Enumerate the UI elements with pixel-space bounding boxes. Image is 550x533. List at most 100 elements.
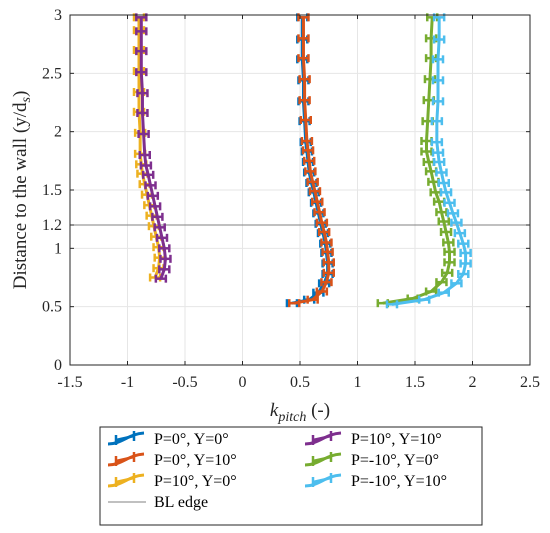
- legend-label: BL edge: [154, 494, 208, 511]
- data-point: [321, 247, 334, 256]
- data-point: [432, 35, 446, 44]
- x-axis-label: kpitch (-): [270, 400, 330, 425]
- y-axis-label-close: ): [10, 91, 31, 97]
- data-point: [450, 279, 463, 288]
- legend-entry: P=10°, Y=0°: [107, 473, 237, 490]
- data-point: [306, 295, 319, 304]
- series-6: [385, 13, 472, 309]
- data-point: [144, 181, 157, 190]
- data-point: [439, 228, 453, 236]
- data-point: [322, 258, 335, 267]
- data-point: [431, 55, 445, 64]
- data-point: [437, 217, 450, 226]
- data-point: [155, 233, 169, 242]
- y-axis-label: Distance to the wall (y/ds): [10, 91, 34, 290]
- data-point: [435, 278, 448, 287]
- legend-label: P=-10°, Y=10°: [351, 473, 447, 490]
- x-axis-label-unit: (-): [306, 400, 330, 421]
- data-point: [297, 54, 310, 63]
- data-point: [313, 208, 326, 217]
- data-point: [453, 229, 467, 238]
- data-point: [301, 146, 315, 155]
- data-point: [437, 179, 450, 187]
- y-tick-label: 1.5: [42, 182, 62, 199]
- data-point: [431, 148, 445, 157]
- series-line: [293, 17, 331, 305]
- data-point: [146, 191, 160, 200]
- legend: P=0°, Y=0° P=0°, Y=10° P=10°, Y=0° P=10°, Y…: [99, 426, 483, 526]
- data-point: [431, 97, 445, 106]
- data-point: [417, 295, 431, 304]
- data-point: [306, 177, 319, 186]
- series-4: [135, 13, 172, 283]
- y-tick-label: 1: [54, 240, 62, 257]
- ticks: [69, 14, 531, 366]
- data-point: [311, 197, 324, 206]
- y-tick-label: 2: [54, 124, 62, 141]
- data-point: [459, 259, 472, 268]
- data-point: [457, 239, 470, 248]
- data-point: [320, 238, 333, 247]
- data-point: [437, 288, 450, 297]
- data-point: [148, 202, 162, 211]
- x-tick-label: 0: [239, 374, 247, 391]
- data-point: [430, 117, 444, 126]
- data-point: [435, 168, 448, 177]
- legend-entry: P=-10°, Y=0°: [304, 452, 439, 469]
- legend-label: P=0°, Y=0°: [154, 431, 229, 448]
- legend-label: P=0°, Y=10°: [154, 452, 237, 469]
- data-point: [141, 170, 155, 179]
- data-point: [443, 258, 456, 267]
- data-point: [440, 268, 454, 277]
- data-point: [300, 137, 314, 145]
- data-point: [159, 254, 172, 263]
- data-point: [298, 96, 311, 105]
- data-point: [315, 287, 329, 296]
- data-point: [308, 187, 322, 196]
- data-point: [135, 27, 148, 36]
- data-point: [153, 223, 166, 232]
- data-point: [302, 156, 316, 165]
- y-tick-label: 2.5: [42, 65, 62, 82]
- x-tick-label: 1.5: [405, 374, 425, 391]
- legend-label: P=10°, Y=0°: [154, 473, 237, 490]
- data-point: [442, 238, 455, 247]
- x-axis-label-subscript: pitch: [277, 410, 306, 425]
- data-point: [430, 138, 444, 147]
- data-point: [298, 75, 311, 84]
- legend-box: [99, 426, 483, 526]
- series-2: [288, 13, 335, 308]
- series-group: [132, 13, 472, 309]
- data-point: [136, 89, 149, 98]
- data-point: [446, 209, 460, 218]
- y-tick-label: 0.5: [42, 299, 62, 316]
- data-point: [435, 208, 448, 217]
- data-point: [304, 167, 317, 176]
- data-point: [443, 247, 456, 256]
- data-point: [317, 228, 331, 236]
- x-tick-label: -0.5: [172, 374, 197, 391]
- legend-entry: P=-10°, Y=10°: [304, 473, 447, 490]
- legend-entry: P=0°, Y=10°: [107, 452, 237, 469]
- x-tick-label: 1: [354, 374, 362, 391]
- legend-entry: P=0°, Y=0°: [107, 431, 229, 448]
- series-line: [139, 17, 167, 280]
- series-line: [382, 17, 451, 305]
- legend-label: P=10°, Y=10°: [351, 431, 442, 448]
- x-axis-label-main: k: [270, 400, 279, 421]
- data-point: [288, 299, 301, 308]
- data-point: [320, 278, 333, 287]
- data-point: [322, 268, 335, 277]
- data-point: [139, 161, 153, 170]
- data-point: [420, 147, 433, 156]
- data-point: [151, 212, 164, 221]
- legend-label: P=-10°, Y=0°: [351, 452, 439, 469]
- series-line: [391, 17, 468, 306]
- data-point: [297, 34, 310, 43]
- data-point: [431, 76, 445, 85]
- data-point: [158, 244, 171, 253]
- legend-entry: P=10°, Y=10°: [304, 431, 442, 448]
- legend-entry: BL edge: [108, 494, 208, 511]
- data-point: [315, 218, 329, 227]
- y-tick-label: 3: [54, 7, 62, 24]
